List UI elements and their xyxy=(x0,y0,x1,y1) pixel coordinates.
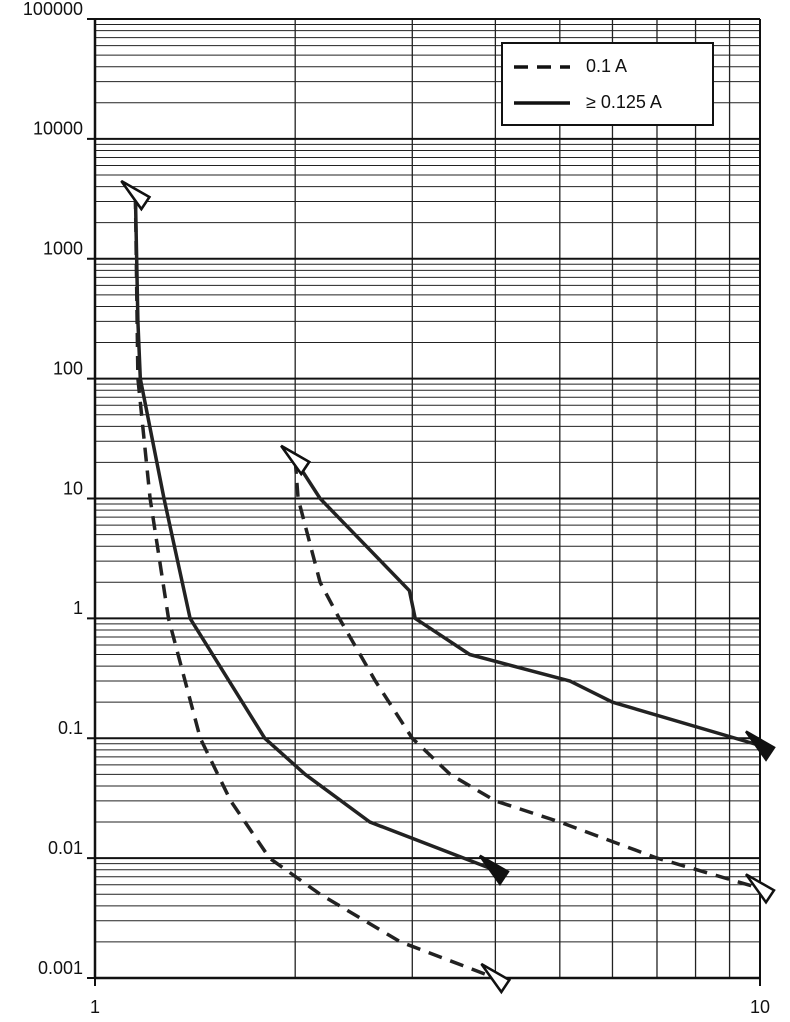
y-tick-label: 10 xyxy=(63,478,83,498)
y-tick-label: 1 xyxy=(73,598,83,618)
end-marker xyxy=(478,854,510,886)
y-tick-label: 0.001 xyxy=(38,958,83,978)
curve xyxy=(293,458,761,748)
end-marker xyxy=(280,444,311,477)
end-marker xyxy=(120,179,152,212)
y-tick-label: 100 xyxy=(53,358,83,378)
curve xyxy=(293,459,761,890)
y-tick-label: 0.1 xyxy=(58,718,83,738)
x-tick-label: 10 xyxy=(750,997,770,1017)
y-tick-label: 100000 xyxy=(23,0,83,19)
legend-label: 0.1 A xyxy=(586,56,627,76)
curve xyxy=(133,194,495,872)
curve xyxy=(133,194,497,980)
y-tick-label: 1000 xyxy=(43,239,83,259)
end-marker xyxy=(480,962,512,995)
y-tick-label: 0.01 xyxy=(48,838,83,858)
legend-label: ≥ 0.125 A xyxy=(586,92,662,112)
end-marker xyxy=(744,873,776,905)
x-tick-label: 1 xyxy=(90,997,100,1017)
legend-box xyxy=(501,42,714,126)
end-marker xyxy=(744,730,776,762)
y-tick-label: 10000 xyxy=(33,119,83,139)
